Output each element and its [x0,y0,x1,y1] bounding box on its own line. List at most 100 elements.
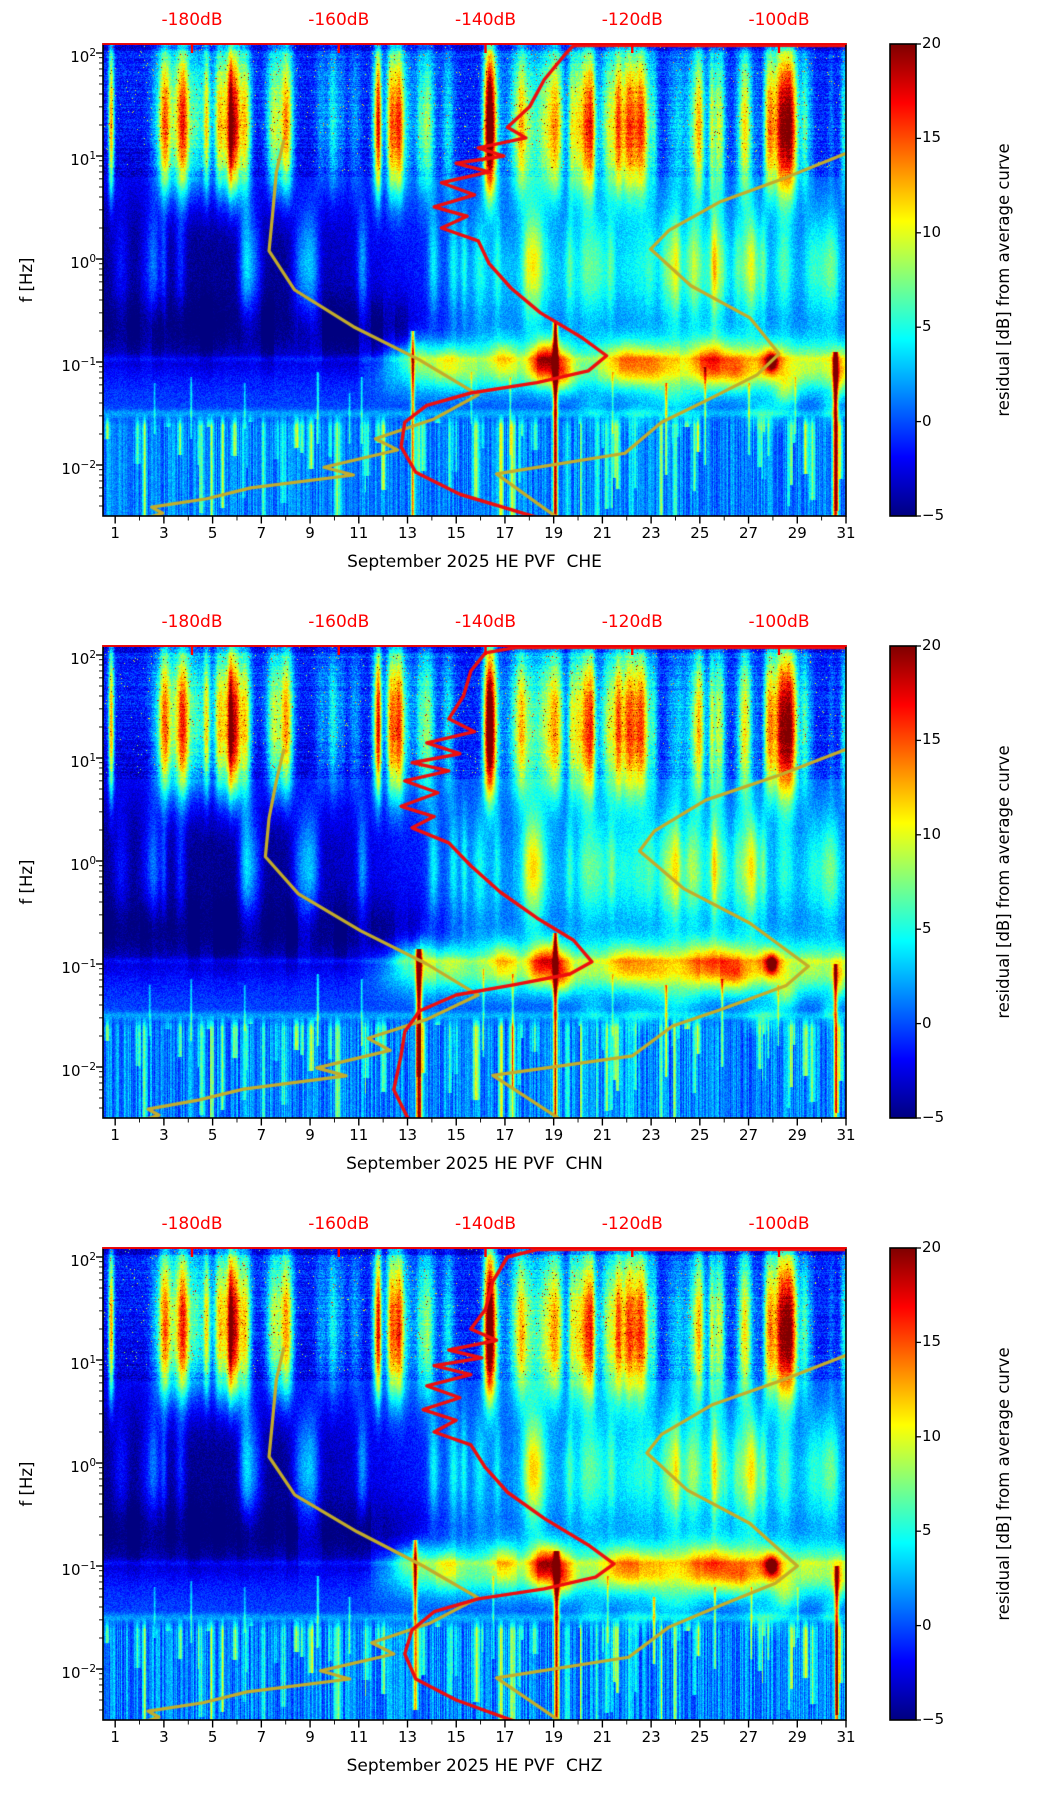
x-tick-label: 19 [544,524,564,542]
x-tick-label: 5 [207,524,218,542]
x-tick-label: 7 [256,524,267,542]
y-tick-label: 10−1 [61,356,96,375]
x-tick-label: 21 [592,524,612,542]
x-tick-label: 13 [397,1126,418,1144]
x-tick-label: 15 [446,1126,466,1144]
db-tick-label: -160dB [308,1214,370,1234]
x-tick-label: 23 [641,1126,661,1144]
colorbar [889,1247,917,1721]
x-tick-label: 21 [592,1126,612,1144]
x-tick-label: 25 [690,524,710,542]
y-tick-label: 102 [70,1251,96,1270]
colorbar-tick-label: 10 [922,1426,942,1445]
db-tick-label: -160dB [308,10,370,30]
colorbar-tick-label: 15 [922,1332,942,1351]
x-tick-label: 27 [739,1728,759,1746]
x-tick-label: 19 [544,1126,564,1144]
db-tick-label: -160dB [308,612,370,632]
y-tick-label: 102 [70,649,96,668]
x-tick-label: 31 [836,1728,856,1746]
y-tick-label: 10−2 [61,459,96,478]
x-tick-label: 7 [256,1126,267,1144]
db-tick-label: -120dB [601,10,663,30]
db-tick-label: -100dB [748,10,810,30]
x-tick-label: 21 [592,1728,612,1746]
spectrogram-canvas-che [103,44,846,516]
x-tick-label: 9 [305,524,315,542]
y-tick-label: 101 [70,1354,96,1373]
x-tick-label: 27 [739,524,759,542]
colorbar-tick-label: 0 [922,1013,932,1032]
colorbar [889,645,917,1119]
db-tick-label: -140dB [454,1214,517,1234]
db-tick-label: -120dB [601,612,663,632]
y-axis-label: f [Hz] [17,1461,36,1507]
x-tick-label: 11 [349,524,369,542]
x-axis-title: September 2025 HE PVF CHZ [346,1756,603,1776]
x-tick-label: 5 [207,1126,218,1144]
x-tick-label: 15 [446,1728,466,1746]
colorbar-label: residual [dB] from average curve [994,1347,1013,1621]
colorbar-label: residual [dB] from average curve [994,143,1013,417]
colorbar-label: residual [dB] from average curve [994,745,1013,1019]
y-tick-label: 10−1 [61,1560,96,1579]
y-tick-label: 100 [70,855,96,874]
colorbar-tick-label: 20 [922,1238,942,1256]
x-tick-label: 25 [690,1126,710,1144]
colorbar-tick-label: 10 [922,222,942,241]
x-tick-label: 17 [495,524,515,542]
x-tick-label: 27 [739,1126,759,1144]
colorbar-tick-label: 20 [922,636,942,654]
x-tick-label: 1 [110,1728,120,1746]
colorbar-tick-label: −5 [922,1108,945,1126]
spectrogram-canvas-chz [103,1248,846,1720]
x-tick-label: 15 [446,524,466,542]
spectrogram-panel-chn: 102 101 100 10−1 10−2 1 3 5 7 9 11 13 15 17 19 21 23 25 27… [0,602,1052,1204]
colorbar-tick-label: 15 [922,128,942,147]
x-tick-label: 23 [641,1728,661,1746]
x-tick-label: 31 [836,524,856,542]
x-axis-title: September 2025 HE PVF CHN [346,1154,603,1174]
x-tick-label: 9 [305,1126,315,1144]
y-tick-label: 10−2 [61,1061,96,1080]
db-tick-label: -120dB [601,1214,663,1234]
y-axis-label: f [Hz] [17,257,36,303]
x-tick-label: 29 [787,1126,807,1144]
colorbar-tick-label: 15 [922,730,942,749]
x-tick-label: 3 [159,524,169,542]
db-tick-label: -180dB [161,1214,223,1234]
x-tick-label: 7 [256,1728,267,1746]
x-tick-label: 11 [349,1126,369,1144]
x-tick-label: 17 [495,1126,515,1144]
x-tick-label: 23 [641,524,661,542]
x-tick-label: 31 [836,1126,856,1144]
x-axis-title: September 2025 HE PVF CHE [347,552,602,572]
db-tick-label: -100dB [748,612,810,632]
x-tick-label: 29 [787,1728,807,1746]
x-tick-label: 17 [495,1728,515,1746]
colorbar-tick-label: 10 [922,824,942,843]
db-tick-label: -180dB [161,612,223,632]
y-tick-label: 101 [70,752,96,771]
y-tick-label: 100 [70,1457,96,1476]
spectrogram-canvas-chn [103,646,846,1118]
colorbar-tick-label: 5 [922,317,932,336]
db-tick-label: -140dB [454,612,517,632]
colorbar-tick-label: −5 [922,506,945,524]
x-tick-label: 11 [349,1728,369,1746]
db-tick-label: -140dB [454,10,517,30]
x-tick-label: 5 [207,1728,218,1746]
y-tick-label: 102 [70,47,96,66]
x-tick-label: 9 [305,1728,315,1746]
x-tick-label: 3 [159,1728,169,1746]
db-tick-label: -100dB [748,1214,810,1234]
x-tick-label: 29 [787,524,807,542]
y-tick-label: 10−2 [61,1663,96,1682]
x-tick-label: 1 [110,524,120,542]
x-tick-label: 13 [397,524,418,542]
colorbar-tick-label: 0 [922,411,932,430]
colorbar-tick-label: 5 [922,1521,932,1540]
spectrogram-panel-che: 102 101 100 10−1 10−2 1 3 5 7 9 11 13 15 17 19 21 23 25 27… [0,0,1052,602]
colorbar-tick-label: 5 [922,919,932,938]
